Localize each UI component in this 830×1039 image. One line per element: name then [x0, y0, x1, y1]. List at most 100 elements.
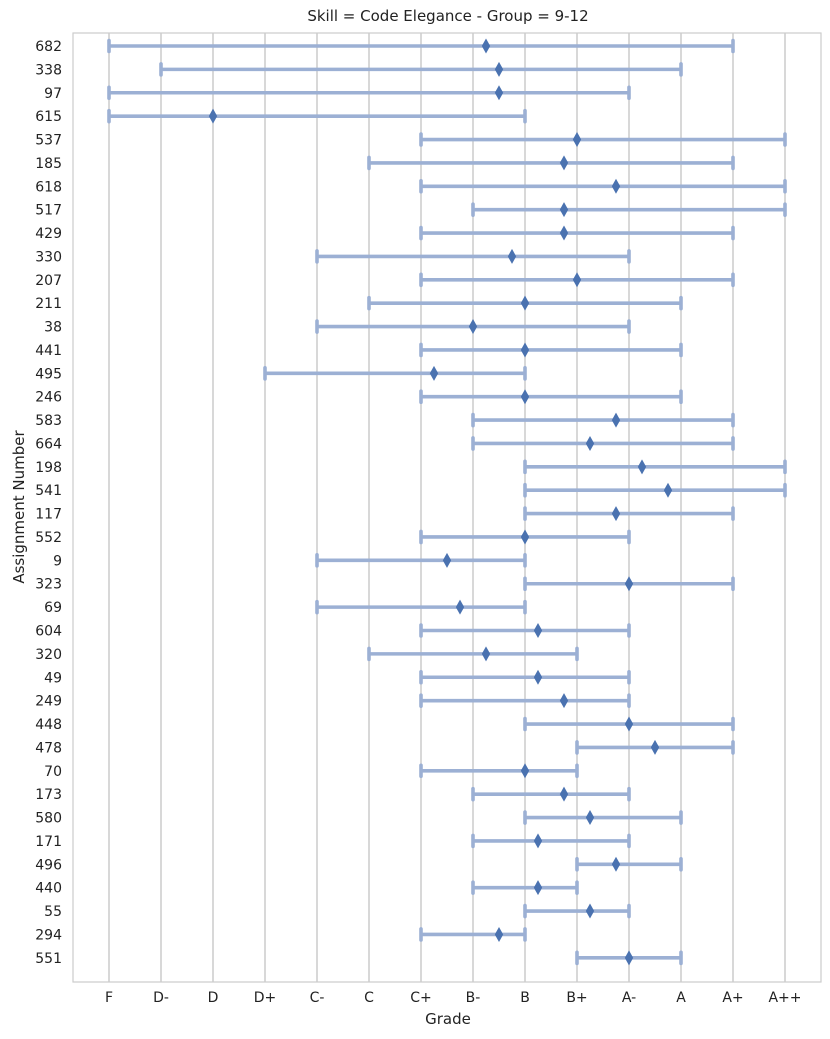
assignment-range-440 [471, 880, 579, 896]
y-tick-label: 70 [44, 764, 62, 780]
mean-marker [520, 389, 530, 405]
y-tick-label: 541 [35, 483, 62, 499]
mean-marker [624, 950, 634, 966]
y-tick-label: 38 [44, 320, 62, 336]
x-tick-label: D+ [254, 990, 277, 1006]
assignment-range-541 [523, 482, 787, 498]
mean-marker [494, 926, 504, 942]
assignment-range-583 [471, 412, 735, 428]
assignment-range-496 [575, 856, 683, 872]
y-tick-label: 249 [35, 694, 62, 710]
mean-marker [572, 132, 582, 148]
assignment-range-429 [419, 225, 735, 241]
mean-marker [507, 248, 517, 264]
y-tick-label: 117 [35, 507, 62, 523]
y-tick-label: 615 [35, 109, 62, 125]
mean-marker [559, 786, 569, 802]
y-tick-label: 69 [44, 600, 62, 616]
mean-marker [481, 646, 491, 662]
y-tick-label: 440 [35, 881, 62, 897]
y-tick-label: 338 [35, 62, 62, 78]
mean-marker [611, 856, 621, 872]
x-tick-label: F [105, 990, 113, 1006]
mean-marker [442, 552, 452, 568]
mean-marker [468, 319, 478, 335]
y-tick-label: 552 [35, 530, 62, 546]
assignment-range-552 [419, 529, 631, 545]
y-tick-label: 173 [35, 787, 62, 803]
assignment-range-441 [419, 342, 683, 358]
assignment-range-618 [419, 178, 787, 194]
assignment-range-198 [523, 459, 787, 475]
plot-frame [72, 32, 822, 983]
x-tick-label: B- [466, 990, 481, 1006]
y-tick-label: 207 [35, 273, 62, 289]
y-tick-label: 330 [35, 249, 62, 265]
x-tick-label: A [676, 990, 686, 1006]
y-tick-label: 618 [35, 179, 62, 195]
y-tick-label: 97 [44, 86, 62, 102]
mean-marker [611, 506, 621, 522]
assignment-range-320 [367, 646, 579, 662]
mean-marker [585, 903, 595, 919]
mean-marker [650, 739, 660, 755]
mean-marker [520, 342, 530, 358]
assignment-range-117 [523, 506, 735, 522]
x-tick-label: B [520, 990, 530, 1006]
mean-marker [624, 716, 634, 732]
assignment-range-185 [367, 155, 735, 171]
assignment-range-495 [263, 365, 527, 381]
x-tick-label: A+ [722, 990, 743, 1006]
y-tick-label: 580 [35, 811, 62, 827]
x-tick-label: C [364, 990, 374, 1006]
mean-marker [611, 412, 621, 428]
y-tick-label: 198 [35, 460, 62, 476]
assignment-range-38 [315, 319, 631, 335]
y-tick-label: 537 [35, 133, 62, 149]
assignment-range-211 [367, 295, 683, 311]
y-tick-label: 478 [35, 740, 62, 756]
y-axis-title: Assignment Number [10, 429, 28, 583]
y-tick-label: 185 [35, 156, 62, 172]
mean-marker [559, 693, 569, 709]
y-tick-label: 517 [35, 203, 62, 219]
y-tick-label: 551 [35, 951, 62, 967]
mean-marker [637, 459, 647, 475]
assignment-range-97 [107, 85, 631, 101]
mean-marker [559, 225, 569, 241]
assignment-range-55 [523, 903, 631, 919]
y-tick-label: 246 [35, 390, 62, 406]
x-tick-label: A++ [768, 990, 801, 1006]
assignment-range-615 [107, 108, 527, 124]
y-tick-label: 55 [44, 904, 62, 920]
assignment-range-664 [471, 435, 735, 451]
mean-marker [520, 763, 530, 779]
mean-marker [429, 365, 439, 381]
assignment-range-173 [471, 786, 631, 802]
mean-marker [520, 295, 530, 311]
assignment-range-682 [107, 38, 735, 54]
assignment-range-517 [471, 202, 787, 218]
mean-marker [494, 61, 504, 77]
assignment-range-9 [315, 552, 527, 568]
assignment-range-330 [315, 248, 631, 264]
y-tick-label: 495 [35, 366, 62, 382]
y-tick-label: 9 [53, 553, 62, 569]
mean-marker [455, 599, 465, 615]
assignment-range-448 [523, 716, 735, 732]
y-tick-label: 320 [35, 647, 62, 663]
y-tick-label: 441 [35, 343, 62, 359]
assignment-range-294 [419, 926, 527, 942]
mean-marker [663, 482, 673, 498]
mean-marker [533, 623, 543, 638]
x-tick-label: D [208, 990, 219, 1006]
y-tick-labels: 682 338 97 615 537 185 618 517 429 330 207 211 38 441… [35, 39, 62, 967]
mean-marker [494, 85, 504, 101]
y-tick-label: 323 [35, 577, 62, 593]
mean-marker [572, 272, 582, 288]
mean-marker [533, 833, 543, 849]
mean-marker [533, 880, 543, 896]
assignment-range-537 [419, 132, 787, 148]
assignment-range-69 [315, 599, 527, 615]
